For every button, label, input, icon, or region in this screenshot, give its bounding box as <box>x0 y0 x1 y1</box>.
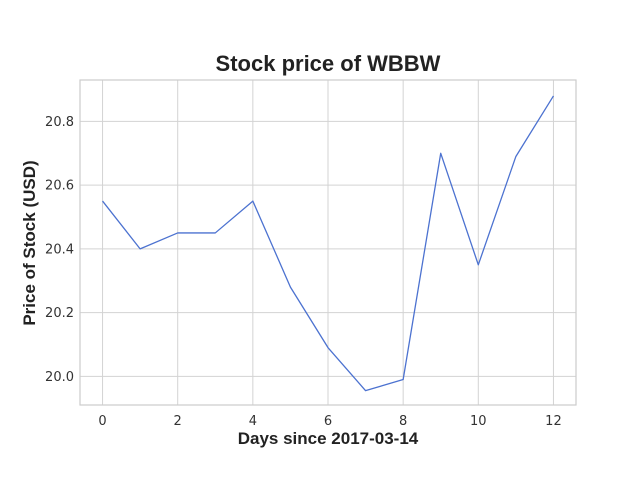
chart-title: Stock price of WBBW <box>216 51 441 76</box>
x-tick-label: 8 <box>399 414 407 429</box>
grid-lines <box>80 80 576 405</box>
x-tick-label: 4 <box>249 414 257 429</box>
x-tick-label: 6 <box>324 414 332 429</box>
x-tick-label: 2 <box>174 414 182 429</box>
x-axis-label: Days since 2017-03-14 <box>238 429 419 448</box>
y-tick-label: 20.6 <box>45 179 74 194</box>
plot-frame <box>79 79 577 406</box>
y-tick-label: 20.4 <box>45 242 74 257</box>
x-tick-label: 0 <box>98 414 106 429</box>
series-layer <box>102 95 555 392</box>
x-axis-ticks: 0 2 4 6 8 10 12 <box>98 414 561 429</box>
y-axis-ticks: 20.0 20.2 20.4 20.6 20.8 <box>45 115 74 385</box>
x-tick-label: 10 <box>470 414 487 429</box>
x-tick-label: 12 <box>545 414 562 429</box>
y-tick-label: 20.2 <box>45 306 74 321</box>
y-axis-label: Price of Stock (USD) <box>20 160 39 325</box>
y-tick-label: 20.8 <box>45 115 74 130</box>
y-tick-label: 20.0 <box>45 370 74 385</box>
price-line <box>102 95 555 392</box>
